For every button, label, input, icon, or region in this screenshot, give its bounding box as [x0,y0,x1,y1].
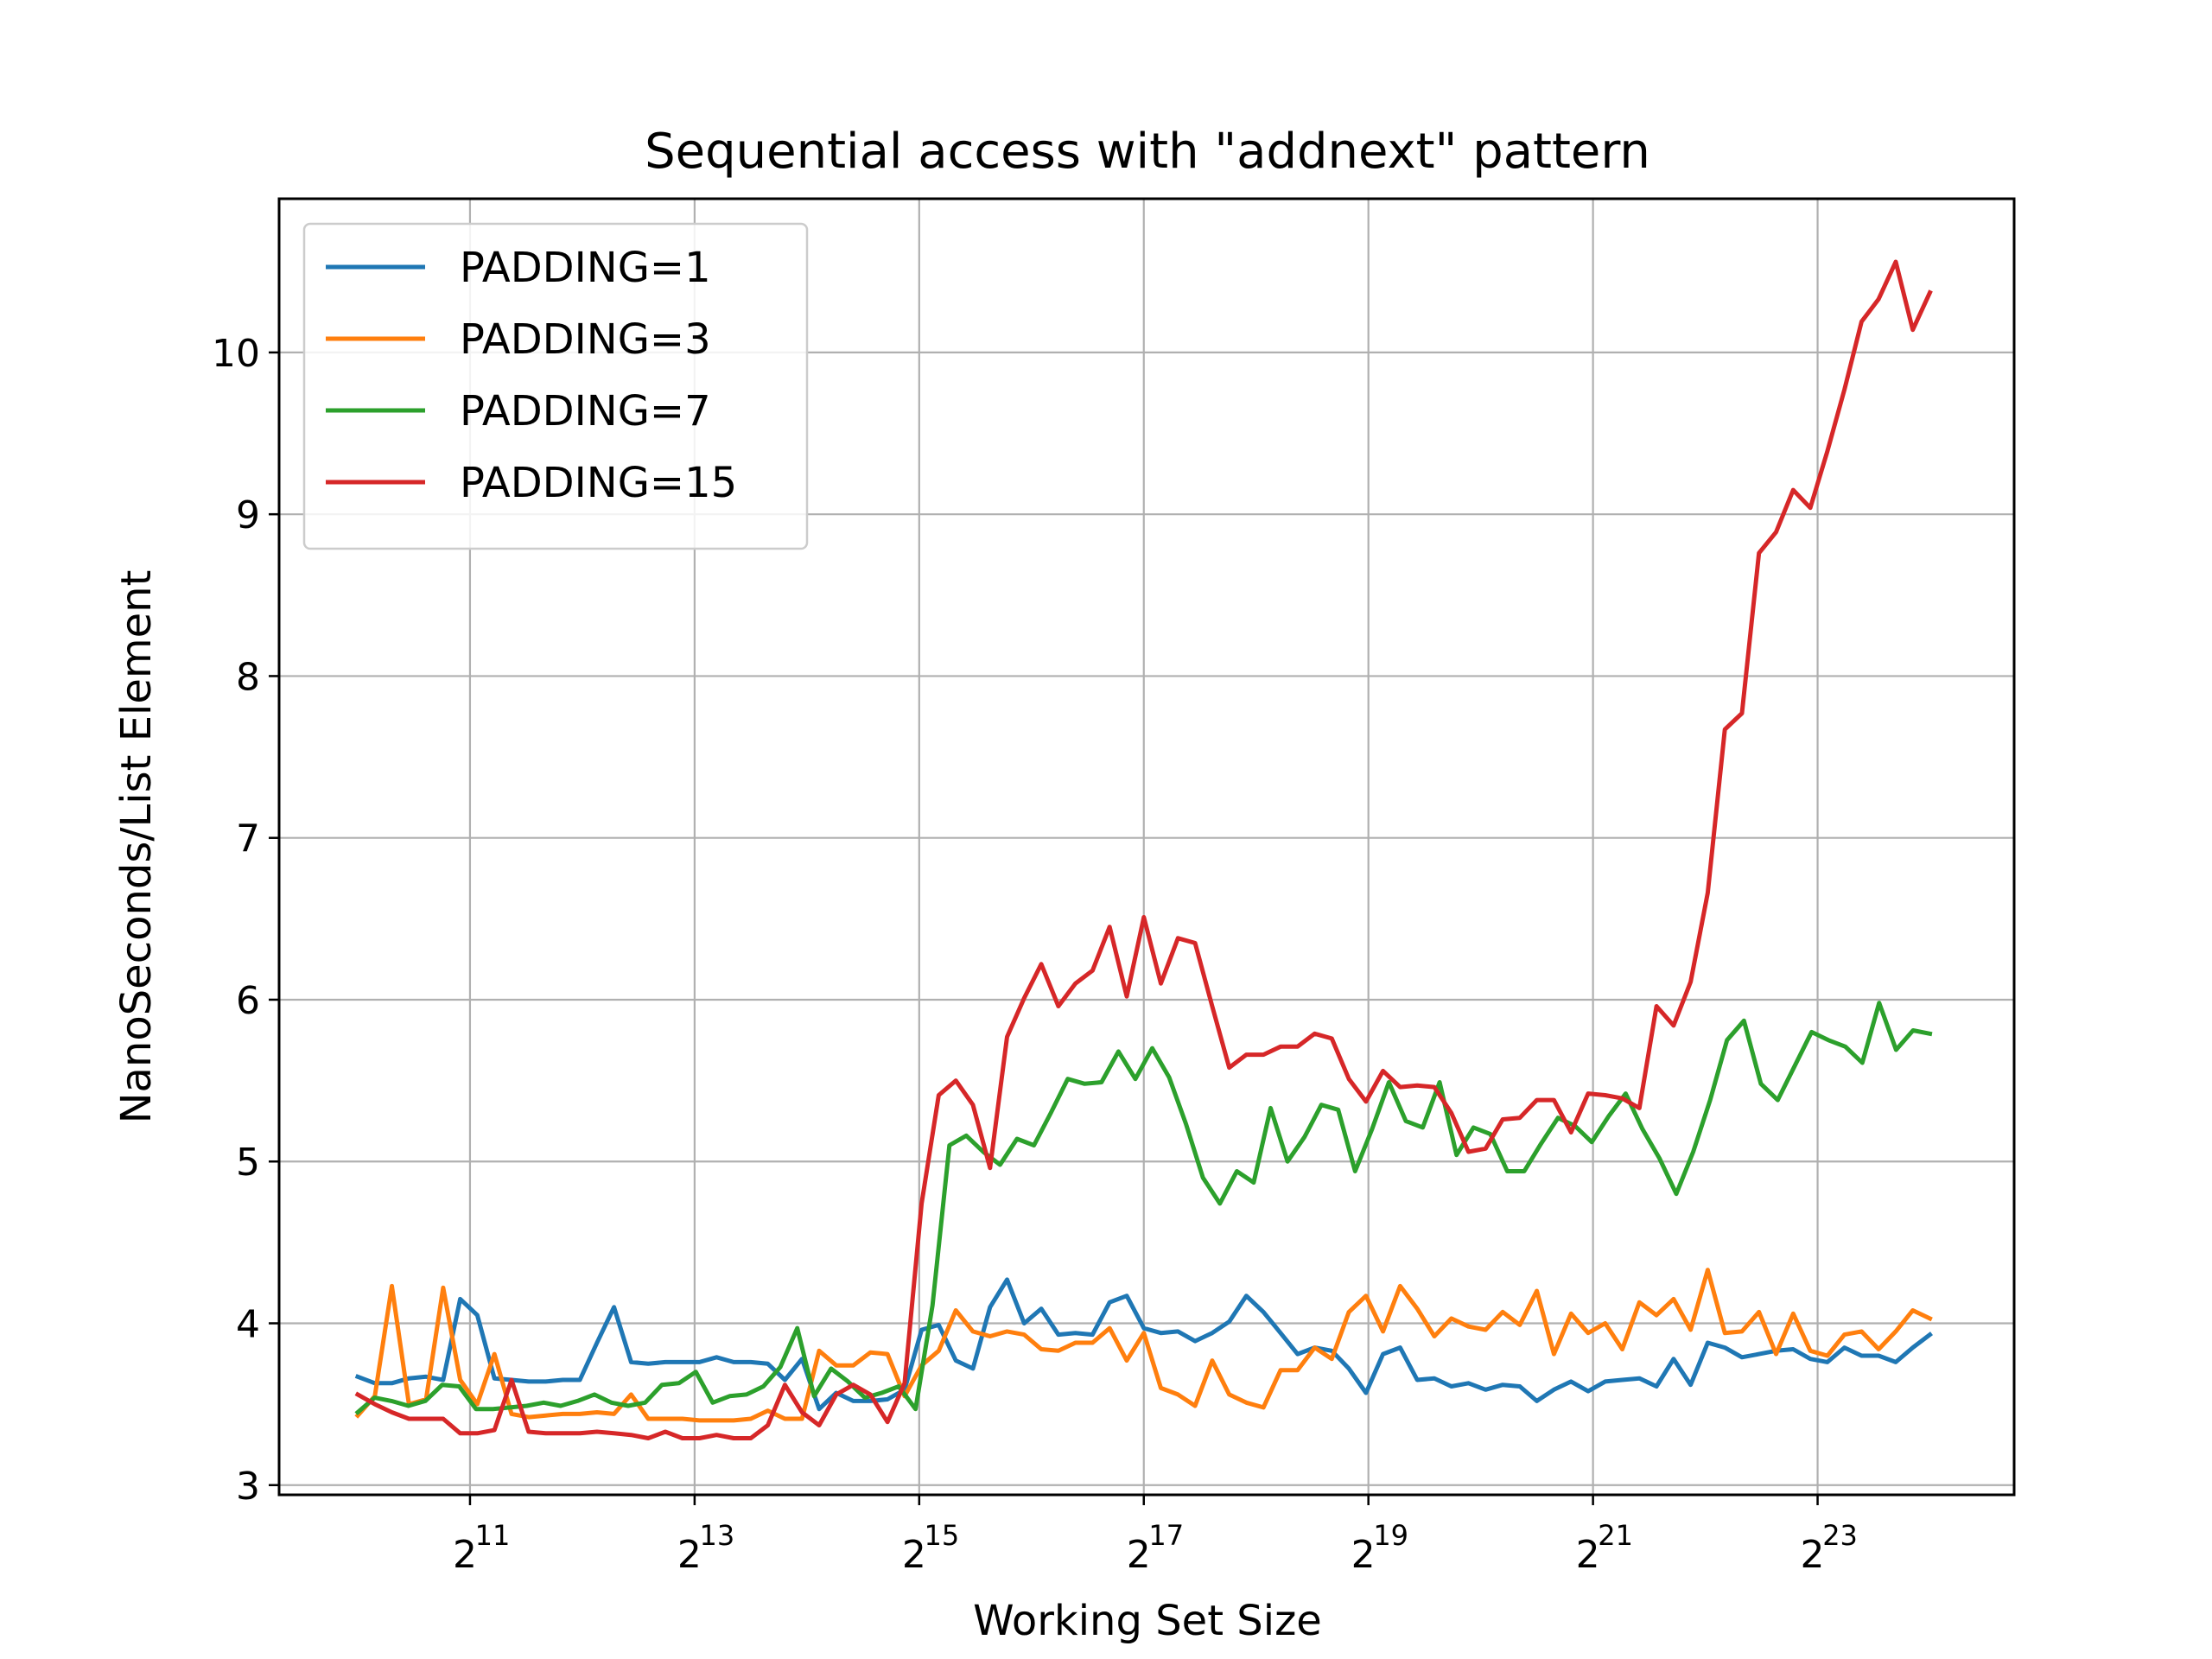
y-tick-label: 10 [212,332,260,376]
x-tick-label: 2 [902,1533,926,1577]
y-tick-label: 8 [236,655,260,699]
y-tick-label: 6 [236,979,260,1023]
x-tick-label: 2 [1127,1533,1151,1577]
series-line [354,1277,1934,1412]
y-tick-label: 4 [236,1302,260,1346]
x-tick-exponent: 23 [1822,1519,1858,1552]
x-tick-exponent: 19 [1373,1519,1408,1552]
x-tick-label: 2 [1351,1533,1376,1577]
legend-label: PADDING=7 [460,387,711,435]
y-axis: 3 4 5 6 7 8 9 10 [212,332,279,1509]
x-tick-label: 2 [1576,1533,1600,1577]
x-tick-label: 2 [677,1533,702,1577]
y-axis-label: NanoSeconds/List Element [112,570,161,1124]
plot-frame [277,197,2016,1497]
chart-title: Sequential access with "addnext" pattern [645,124,1650,180]
series-line [354,259,1933,1440]
series-line [354,1001,1933,1416]
y-tick-label: 7 [236,817,260,861]
legend-label: PADDING=3 [460,315,711,364]
series-line [354,1268,1933,1423]
legend-label: PADDING=15 [460,459,737,507]
legend-label: PADDING=1 [460,244,711,292]
series-layer [354,259,1934,1440]
legend-box [302,222,809,550]
x-tick-exponent: 17 [1148,1519,1184,1552]
x-tick-label: 2 [1801,1533,1825,1577]
y-tick-label: 5 [236,1141,260,1185]
legend: PADDING=1 PADDING=3 PADDING=7 PADDING=15 [302,222,809,550]
x-axis-label: Working Set Size [973,1597,1322,1645]
x-tick-label: 2 [453,1533,477,1577]
x-tick-exponent: 21 [1598,1519,1633,1552]
x-tick-exponent: 13 [700,1519,735,1552]
x-axis: 211 213 215 217 219 221 223 [453,1495,1858,1577]
y-tick-label: 9 [236,493,260,537]
x-tick-exponent: 15 [924,1519,959,1552]
x-tick-exponent: 11 [475,1519,511,1552]
y-tick-label: 3 [236,1465,260,1509]
